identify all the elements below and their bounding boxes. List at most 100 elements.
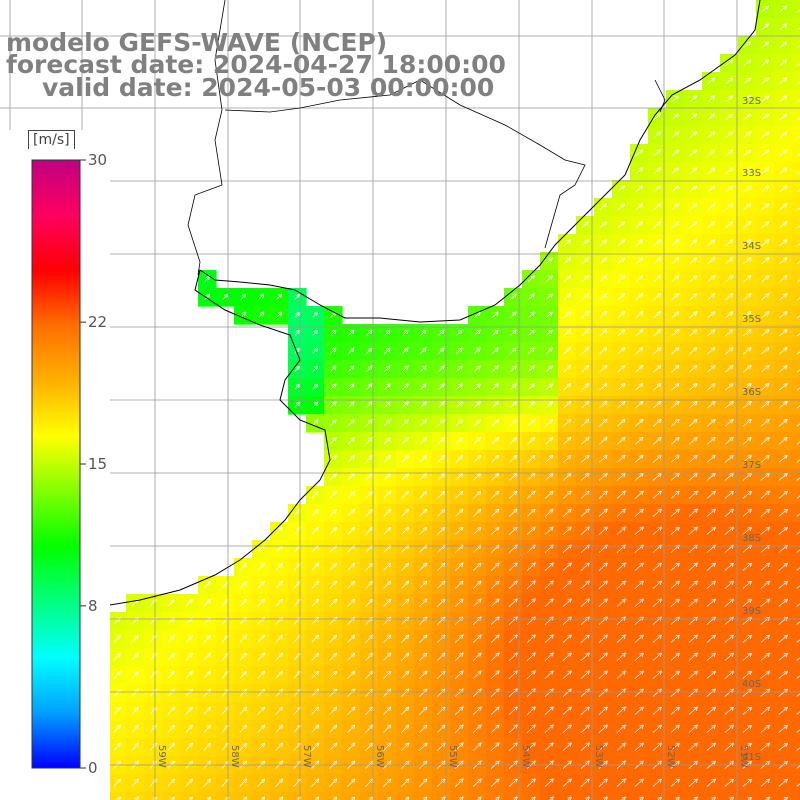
wind-arrow xyxy=(330,330,335,336)
wind-cell xyxy=(540,486,559,505)
wind-arrow xyxy=(724,689,733,697)
wind-cell xyxy=(252,738,271,757)
wind-arrow xyxy=(508,527,516,535)
wind-arrow xyxy=(779,330,786,337)
wind-cell xyxy=(756,432,775,451)
wind-arrow xyxy=(724,456,733,463)
wind-cell xyxy=(432,342,451,361)
wind-arrow xyxy=(652,707,661,715)
wind-cell xyxy=(540,270,559,289)
wind-arrow xyxy=(329,654,337,661)
wind-cell xyxy=(702,414,721,433)
wind-cell xyxy=(504,432,523,451)
wind-arrow xyxy=(796,657,800,661)
wind-cell xyxy=(396,522,415,541)
wind-cell xyxy=(378,522,397,541)
wind-arrow xyxy=(330,366,335,372)
wind-cell xyxy=(360,738,379,757)
wind-cell xyxy=(774,18,793,37)
wind-cell xyxy=(594,648,613,667)
wind-arrow xyxy=(706,420,715,427)
wind-arrow xyxy=(689,294,696,301)
wind-arrow xyxy=(329,725,337,733)
wind-cell xyxy=(216,288,235,307)
wind-arrow xyxy=(670,707,679,715)
wind-cell xyxy=(558,702,577,721)
wind-cell xyxy=(360,792,379,800)
wind-arrow xyxy=(257,690,264,697)
wind-arrow xyxy=(113,636,120,643)
wind-arrow xyxy=(167,672,174,679)
wind-arrow xyxy=(779,24,787,31)
wind-arrow xyxy=(653,222,661,229)
longitude-label: 59W xyxy=(156,745,167,768)
wind-cell xyxy=(774,216,793,235)
wind-arrow xyxy=(365,600,373,607)
wind-cell xyxy=(738,414,757,433)
wind-cell xyxy=(702,738,721,757)
wind-cell xyxy=(504,630,523,649)
wind-cell xyxy=(720,468,739,487)
wind-cell xyxy=(792,324,800,343)
wind-arrow xyxy=(688,456,697,463)
wind-arrow xyxy=(329,474,336,481)
wind-arrow xyxy=(725,294,732,301)
wind-cell xyxy=(702,666,721,685)
wind-arrow xyxy=(706,707,715,715)
wind-arrow xyxy=(401,600,409,607)
wind-arrow xyxy=(761,312,768,319)
wind-cell xyxy=(378,360,397,379)
wind-arrow xyxy=(365,456,372,463)
wind-cell xyxy=(198,792,217,800)
wind-cell xyxy=(612,666,631,685)
wind-arrow xyxy=(563,384,571,391)
wind-arrow xyxy=(724,509,733,517)
wind-cell xyxy=(414,414,433,433)
wind-arrow xyxy=(634,671,643,679)
wind-arrow xyxy=(797,171,800,175)
wind-cell xyxy=(414,666,433,685)
wind-cell xyxy=(378,450,397,469)
wind-cell xyxy=(720,270,739,289)
wind-arrow xyxy=(743,114,751,121)
wind-cell xyxy=(630,720,649,739)
wind-cell xyxy=(198,612,217,631)
wind-cell xyxy=(630,288,649,307)
wind-arrow xyxy=(113,708,120,715)
wind-cell xyxy=(720,252,739,271)
wind-arrow xyxy=(634,491,643,499)
wind-cell xyxy=(450,648,469,667)
wind-arrow xyxy=(761,60,769,67)
wind-arrow xyxy=(742,707,751,715)
wind-arrow xyxy=(401,420,408,427)
wind-arrow xyxy=(311,654,319,661)
wind-cell xyxy=(144,720,163,739)
wind-arrow xyxy=(707,132,715,139)
wind-arrow xyxy=(131,726,138,733)
wind-arrow xyxy=(742,420,751,427)
wind-arrow xyxy=(652,438,661,445)
wind-arrow xyxy=(491,402,498,409)
wind-cell xyxy=(414,612,433,631)
wind-arrow xyxy=(580,491,589,499)
wind-arrow xyxy=(527,312,534,318)
wind-arrow xyxy=(796,405,800,409)
wind-cell xyxy=(252,666,271,685)
wind-arrow xyxy=(761,204,768,211)
wind-cell xyxy=(702,198,721,217)
wind-cell xyxy=(468,558,487,577)
wind-arrow xyxy=(383,456,390,463)
wind-cell xyxy=(522,792,541,800)
wind-arrow xyxy=(742,689,751,697)
wind-arrow xyxy=(167,726,174,733)
wind-cell xyxy=(450,666,469,685)
wind-arrow xyxy=(491,492,498,499)
wind-arrow xyxy=(778,384,787,391)
wind-arrow xyxy=(545,438,553,445)
wind-cell xyxy=(486,630,505,649)
wind-cell xyxy=(522,396,541,415)
wind-cell xyxy=(342,792,361,800)
wind-cell xyxy=(486,450,505,469)
wind-cell xyxy=(720,180,739,199)
wind-cell xyxy=(720,648,739,667)
